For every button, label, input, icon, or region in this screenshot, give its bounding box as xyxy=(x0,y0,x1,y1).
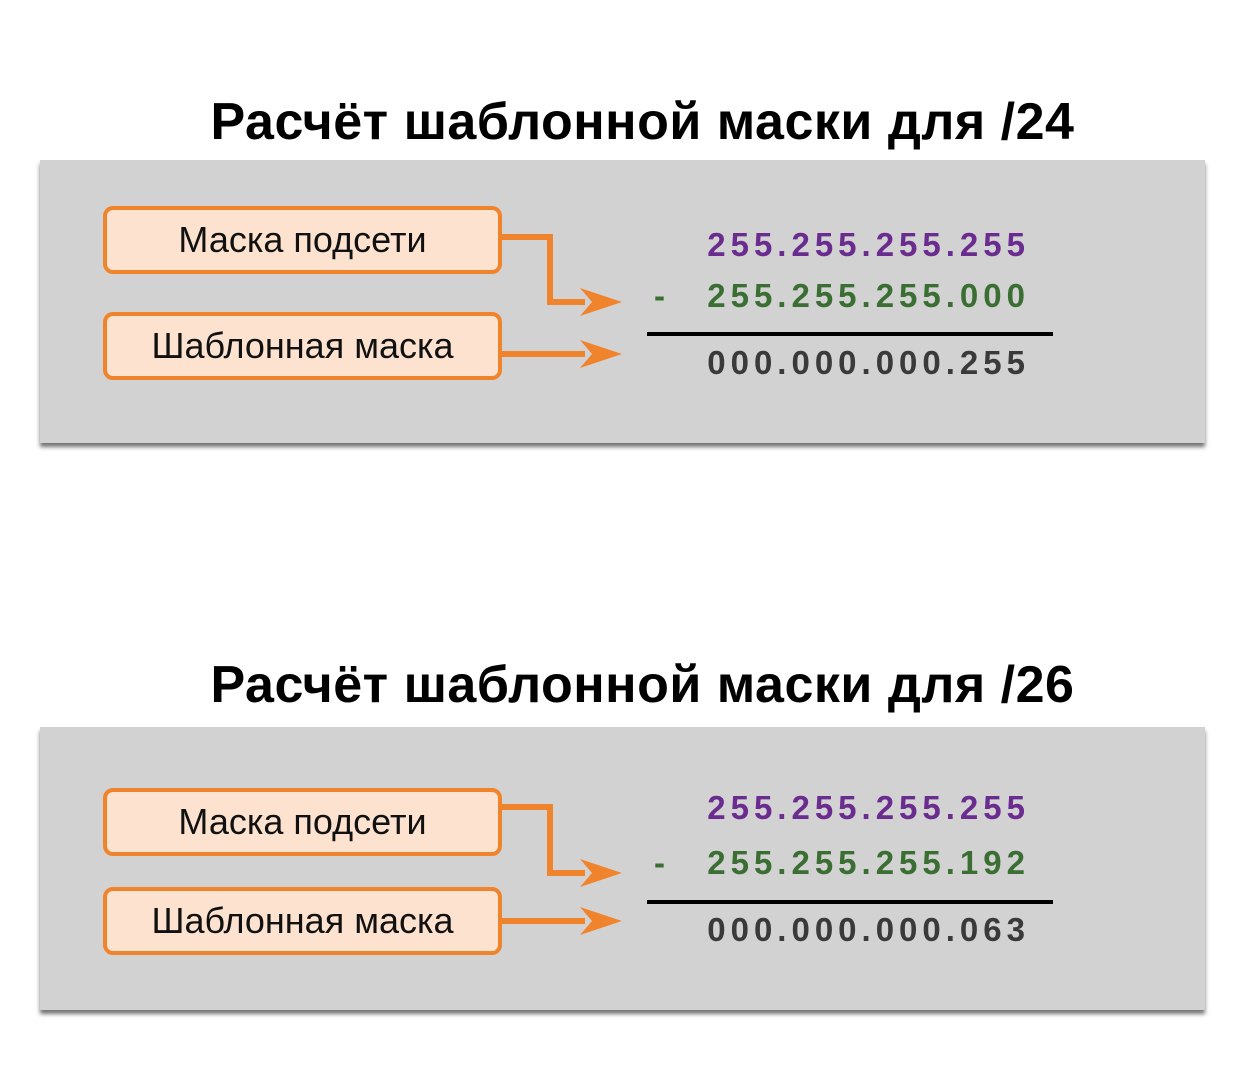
minus-sign: - xyxy=(654,277,665,314)
wildcard-mask-label: Шаблонная маска xyxy=(103,887,502,955)
all-ones-value: 255.255.255.255 xyxy=(707,789,1030,826)
arrows-graphic xyxy=(502,234,622,368)
section-title: Расчёт шаблонной маски для /24 xyxy=(210,93,1075,151)
calc-panel: Маска подсети Шаблонная маска 255.255.25… xyxy=(40,160,1205,443)
minus-sign: - xyxy=(654,844,665,881)
wildcard-mask-value: 000.000.000.255 xyxy=(707,344,1030,381)
subnet-arrow-icon xyxy=(502,804,585,876)
section-title: Расчёт шаблонной маски для /26 xyxy=(210,656,1075,714)
wildcard-arrowhead-icon xyxy=(580,340,622,368)
subnet-arrowhead-icon xyxy=(580,288,622,316)
subtraction-line xyxy=(647,332,1053,336)
subnet-mask-value: 255.255.255.192 xyxy=(707,844,1030,881)
subnet-arrow-icon xyxy=(502,234,585,305)
subnet-mask-label: Маска подсети xyxy=(103,206,502,274)
wildcard-mask-label: Шаблонная маска xyxy=(103,312,502,380)
arrows-graphic xyxy=(502,804,622,935)
subnet-mask-value: 255.255.255.000 xyxy=(707,277,1030,314)
wildcard-arrowhead-icon xyxy=(580,907,622,935)
subnet-arrowhead-icon xyxy=(580,859,622,887)
wildcard-mask-value: 000.000.000.063 xyxy=(707,911,1030,948)
subnet-mask-label: Маска подсети xyxy=(103,788,502,856)
subtraction-line xyxy=(647,900,1053,904)
calc-panel: Маска подсети Шаблонная маска 255.255.25… xyxy=(40,727,1205,1010)
all-ones-value: 255.255.255.255 xyxy=(707,226,1030,263)
